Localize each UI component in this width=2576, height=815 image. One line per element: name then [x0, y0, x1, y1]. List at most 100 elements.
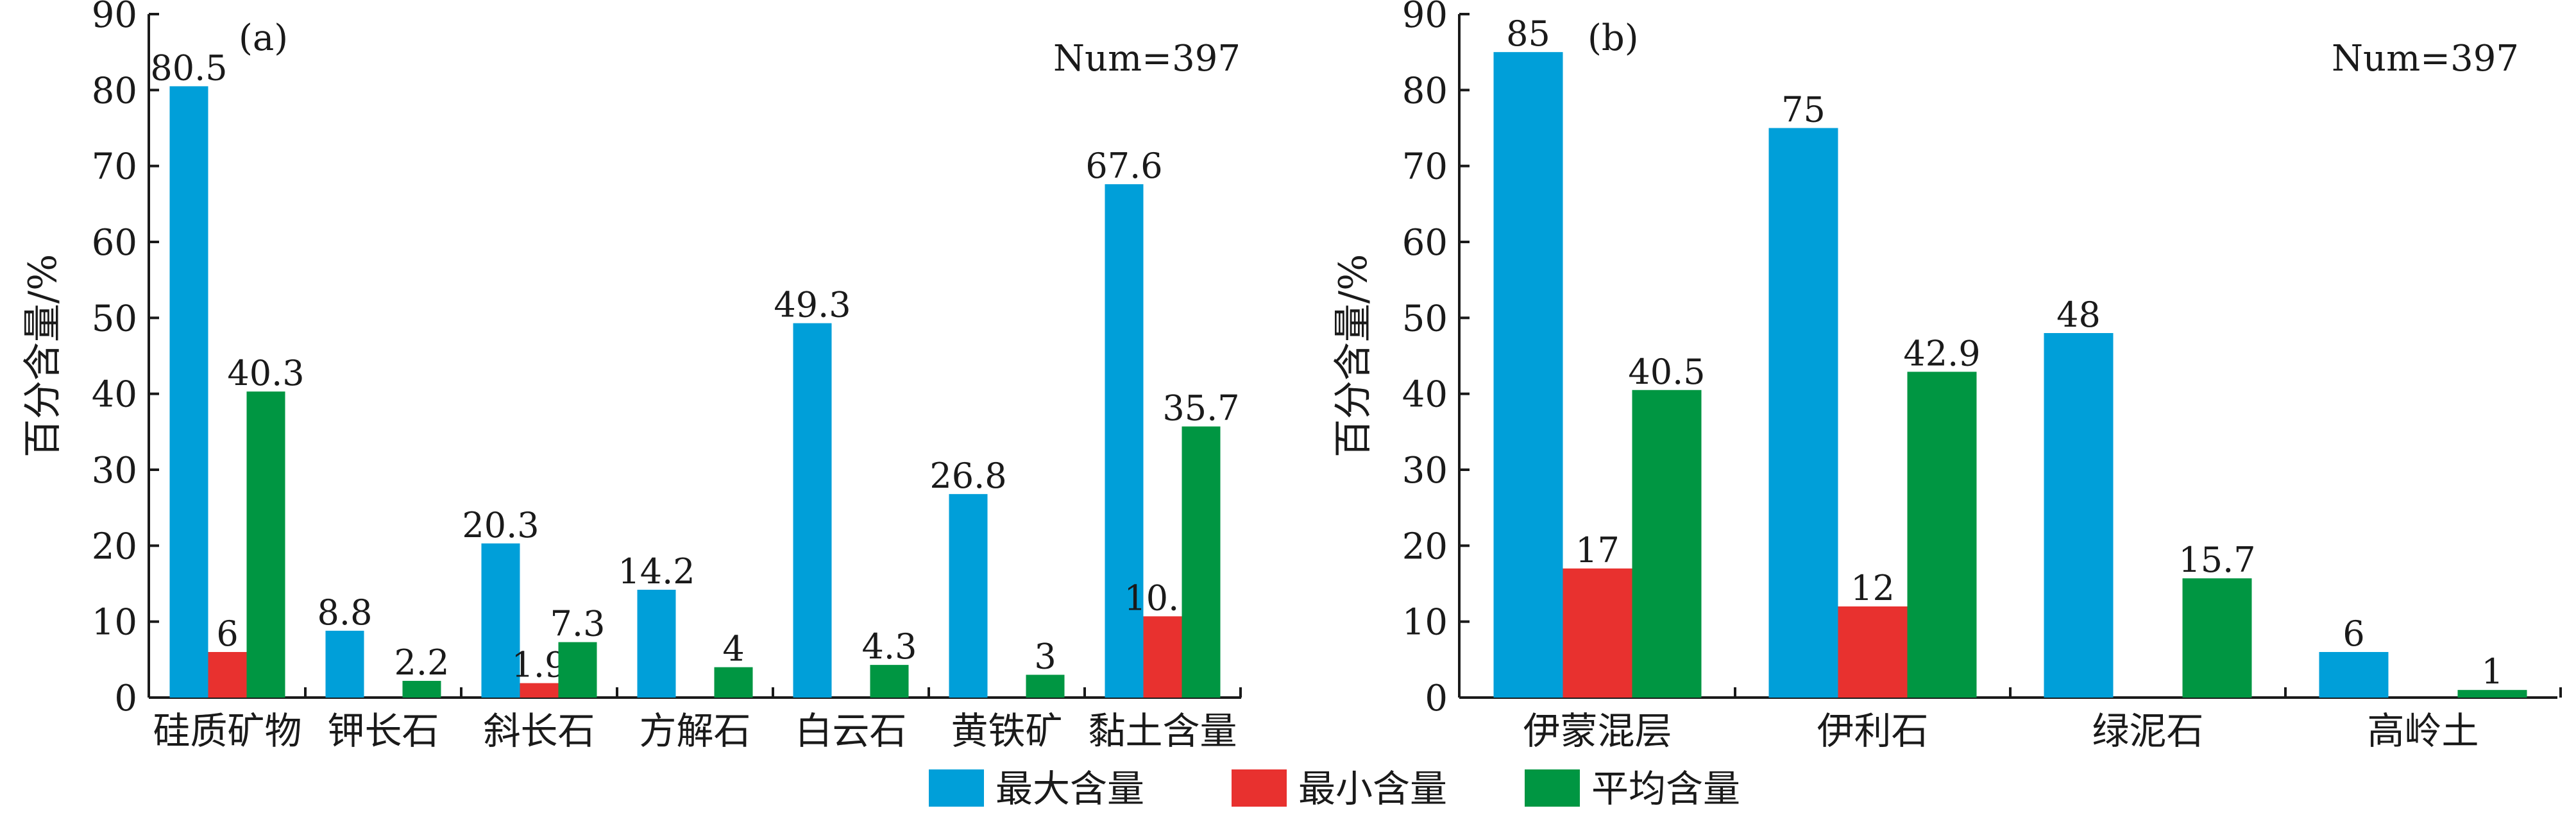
bar-min: [520, 683, 559, 698]
x-tick-label: 斜长石: [483, 709, 595, 753]
data-label-max: 14.2: [618, 551, 695, 592]
bar-min: [208, 652, 247, 698]
data-label-avg: 7.3: [550, 604, 606, 644]
data-label-min: 6: [216, 613, 238, 654]
x-tick-label: 白云石: [795, 709, 906, 753]
bar-max: [2044, 333, 2114, 698]
y-tick-label: 50: [1402, 298, 1448, 339]
bar-avg: [402, 680, 441, 698]
y-tick-label: 90: [92, 0, 137, 36]
count-annotation: Num=397: [2332, 38, 2519, 80]
x-tick-label: 硅质矿物: [153, 709, 301, 753]
bar-avg: [246, 391, 285, 698]
x-tick-label: 伊蒙混层: [1523, 709, 1672, 753]
data-label-max: 8.8: [318, 592, 373, 633]
y-tick-label: 0: [1425, 678, 1448, 719]
data-label-avg: 1: [2481, 651, 2503, 692]
chart-panel-b: 0 10 20 30 40 50 60 70 80 90 百分含量/% 伊蒙混层 伊利石 绿泥石 高岭土 85…: [1331, 0, 2562, 753]
bar-max: [2319, 652, 2389, 698]
data-label-max: 26.8: [929, 456, 1006, 496]
data-label-avg: 4.3: [862, 626, 917, 667]
data-label-avg: 15.7: [2178, 540, 2255, 580]
y-tick-label: 20: [92, 526, 137, 567]
legend-label-min: 最小含量: [1298, 767, 1447, 811]
legend-label-avg: 平均含量: [1591, 767, 1740, 811]
chart-panel-a: 0 10 20 30 40 50 60 70 80 90 百分含量/% 硅质矿物 钾长石 斜长石 方解石 白云…: [21, 0, 1242, 753]
y-tick-label: 30: [1402, 450, 1448, 492]
bar-max: [481, 543, 520, 698]
count-annotation: Num=397: [1053, 38, 1241, 80]
y-tick-label: 20: [1402, 526, 1448, 567]
y-tick-label: 50: [92, 298, 137, 339]
y-tick-label: 40: [1402, 374, 1448, 416]
data-label-max: 6: [2343, 613, 2364, 654]
bar-avg: [2182, 578, 2252, 698]
data-label-max: 75: [1781, 90, 1826, 130]
data-label-max: 49.3: [774, 285, 851, 325]
bar-max: [1105, 184, 1144, 698]
data-label-avg: 3: [1034, 637, 1056, 677]
bar-min: [1838, 606, 1908, 698]
data-label-max: 80.5: [150, 47, 227, 88]
y-axis-title: 百分含量/%: [1331, 254, 1376, 458]
x-tick-label: 钾长石: [327, 709, 439, 753]
bar-avg: [2457, 690, 2527, 698]
y-tick-label: 10: [92, 602, 137, 644]
x-tick-label: 黄铁矿: [951, 709, 1062, 753]
legend: 最大含量 最小含量 平均含量: [929, 767, 1740, 811]
bar-avg: [1182, 426, 1221, 698]
x-tick-label: 伊利石: [1817, 709, 1928, 753]
bar-max: [169, 86, 208, 698]
legend-swatch-avg: [1525, 769, 1580, 807]
data-label-avg: 35.7: [1162, 388, 1239, 429]
y-tick-label: 60: [1402, 222, 1448, 264]
bar-avg: [714, 667, 753, 698]
bar-avg: [558, 642, 597, 698]
data-label-max: 20.3: [462, 505, 539, 545]
data-label-avg: 4: [722, 629, 744, 669]
bar-avg: [1907, 372, 1977, 698]
data-label-min: 12: [1851, 568, 1895, 608]
bar-max: [793, 323, 832, 698]
panel-label: (b): [1588, 17, 1639, 59]
y-tick-label: 60: [92, 222, 137, 264]
bar-avg: [1632, 390, 1702, 698]
bar-max: [1768, 128, 1838, 698]
data-label-avg: 2.2: [394, 642, 450, 683]
x-tick-label: 方解石: [639, 709, 750, 753]
bar-min: [1143, 616, 1182, 698]
bar-max: [1493, 52, 1563, 698]
x-tick-label: 高岭土: [2367, 709, 2479, 753]
data-label-avg: 40.3: [227, 353, 304, 393]
y-tick-label: 70: [1402, 146, 1448, 188]
y-tick-label: 70: [92, 146, 137, 188]
legend-swatch-min: [1232, 769, 1287, 807]
legend-label-max: 最大含量: [996, 767, 1144, 811]
y-tick-label: 90: [1402, 0, 1448, 36]
data-label-min: 17: [1575, 530, 1620, 570]
legend-swatch-max: [929, 769, 984, 807]
data-label-min: 1.9: [512, 645, 567, 685]
data-label-avg: 42.9: [1903, 333, 1980, 373]
data-label-avg: 40.5: [1628, 352, 1705, 392]
data-label-max: 67.6: [1085, 146, 1162, 186]
y-tick-label: 0: [114, 678, 137, 719]
y-tick-label: 30: [92, 450, 137, 492]
data-label-max: 48: [2056, 295, 2101, 335]
bar-min: [1563, 568, 1632, 698]
y-tick-label: 80: [1402, 70, 1448, 112]
y-tick-label: 40: [92, 374, 137, 416]
x-tick-label: 黏土含量: [1088, 709, 1237, 753]
data-label-max: 85: [1506, 13, 1550, 54]
x-tick-label: 绿泥石: [2092, 709, 2203, 753]
bar-avg: [870, 665, 909, 698]
bar-max: [949, 493, 988, 698]
bar-max: [325, 630, 364, 698]
panel-label: (a): [239, 17, 288, 59]
bar-max: [637, 589, 676, 698]
y-tick-label: 80: [92, 70, 137, 112]
bar-avg: [1026, 674, 1065, 698]
y-tick-label: 10: [1402, 602, 1448, 644]
